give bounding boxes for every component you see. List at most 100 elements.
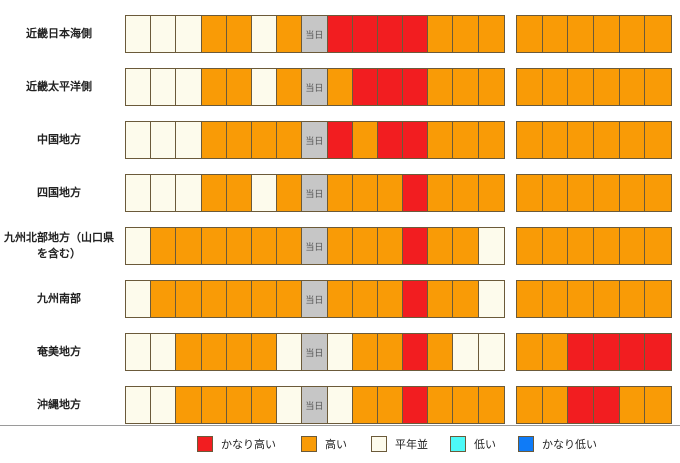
legend-swatch xyxy=(518,436,534,452)
weekly-cell xyxy=(568,228,594,264)
weekly-cell xyxy=(517,281,543,317)
weekly-cell xyxy=(645,228,671,264)
daily-cell xyxy=(428,16,454,52)
daily-cell xyxy=(176,175,202,211)
legend-label: 高い xyxy=(325,438,347,451)
weekly-cell xyxy=(517,387,543,423)
legend-divider xyxy=(0,425,680,426)
daily-cell xyxy=(226,122,252,158)
weekly-row xyxy=(516,280,672,318)
daily-cell xyxy=(377,175,404,211)
daily-cell xyxy=(352,122,378,158)
daily-cell xyxy=(126,281,152,317)
daily-cell xyxy=(176,281,202,317)
daily-cell xyxy=(226,69,252,105)
weekly-cell xyxy=(568,16,594,52)
daily-cell xyxy=(352,69,378,105)
daily-cell xyxy=(377,334,404,370)
daily-cell xyxy=(428,387,454,423)
daily-cell xyxy=(251,69,278,105)
weekly-cell xyxy=(517,122,543,158)
daily-cell xyxy=(327,16,353,52)
weekly-cell xyxy=(593,281,620,317)
weekly-cell xyxy=(619,387,646,423)
region-label: 中国地方 xyxy=(37,133,81,146)
weekly-cell xyxy=(593,122,620,158)
daily-cell xyxy=(151,334,177,370)
daily-cell xyxy=(403,228,429,264)
daily-cell xyxy=(478,69,504,105)
weekly-cell xyxy=(645,387,671,423)
weekly-cell xyxy=(568,122,594,158)
daily-cell xyxy=(176,387,202,423)
daily-cell xyxy=(428,69,454,105)
daily-cell xyxy=(377,387,404,423)
weekly-cell xyxy=(645,175,671,211)
weekly-cell xyxy=(593,175,620,211)
weekly-cell xyxy=(517,228,543,264)
region-label: 近畿太平洋側 xyxy=(26,80,92,93)
daily-cell xyxy=(251,281,278,317)
daily-cell xyxy=(176,16,202,52)
legend-swatch xyxy=(301,436,317,452)
weekly-cell xyxy=(568,334,594,370)
daily-cell xyxy=(151,175,177,211)
daily-cell xyxy=(126,175,152,211)
daily-cell xyxy=(277,334,303,370)
today-cell: 当日 xyxy=(302,69,328,105)
daily-cell xyxy=(428,228,454,264)
daily-cell xyxy=(478,16,504,52)
legend-item: 低い xyxy=(450,436,496,452)
weekly-cell xyxy=(568,69,594,105)
daily-cell xyxy=(478,387,504,423)
daily-cell xyxy=(453,334,479,370)
weekly-cell xyxy=(517,334,543,370)
daily-row: 当日 xyxy=(125,174,505,212)
daily-cell xyxy=(126,16,152,52)
daily-cell xyxy=(327,228,353,264)
daily-cell xyxy=(403,334,429,370)
daily-cell xyxy=(377,16,404,52)
daily-cell xyxy=(453,281,479,317)
weekly-cell xyxy=(619,334,646,370)
daily-cell xyxy=(251,122,278,158)
weekly-cell xyxy=(619,281,646,317)
daily-cell xyxy=(126,122,152,158)
legend-item: 高い xyxy=(301,436,347,452)
daily-cell xyxy=(126,228,152,264)
weekly-cell xyxy=(645,281,671,317)
legend-item: かなり低い xyxy=(518,436,597,452)
daily-cell xyxy=(277,175,303,211)
weekly-cell xyxy=(593,228,620,264)
daily-row: 当日 xyxy=(125,227,505,265)
region-label: 九州南部 xyxy=(37,292,81,305)
daily-cell xyxy=(403,281,429,317)
daily-cell xyxy=(327,175,353,211)
daily-cell xyxy=(251,175,278,211)
legend-label: かなり低い xyxy=(542,438,597,451)
daily-cell xyxy=(453,175,479,211)
weekly-row xyxy=(516,121,672,159)
daily-cell xyxy=(453,387,479,423)
legend-swatch xyxy=(197,436,213,452)
daily-row: 当日 xyxy=(125,386,505,424)
weekly-cell xyxy=(619,69,646,105)
daily-cell xyxy=(151,387,177,423)
weekly-cell xyxy=(568,281,594,317)
region-label: 近畿日本海側 xyxy=(26,27,92,40)
daily-cell xyxy=(251,228,278,264)
daily-cell xyxy=(226,175,252,211)
daily-cell xyxy=(176,228,202,264)
daily-row: 当日 xyxy=(125,121,505,159)
region-label: 九州北部地方（山口県を含む） xyxy=(4,231,114,260)
daily-cell xyxy=(352,334,378,370)
weekly-cell xyxy=(593,387,620,423)
legend-swatch xyxy=(371,436,387,452)
daily-cell xyxy=(176,69,202,105)
daily-row: 当日 xyxy=(125,15,505,53)
weekly-cell xyxy=(517,16,543,52)
daily-cell xyxy=(277,228,303,264)
daily-cell xyxy=(403,69,429,105)
weekly-cell xyxy=(542,334,569,370)
daily-cell xyxy=(478,334,504,370)
